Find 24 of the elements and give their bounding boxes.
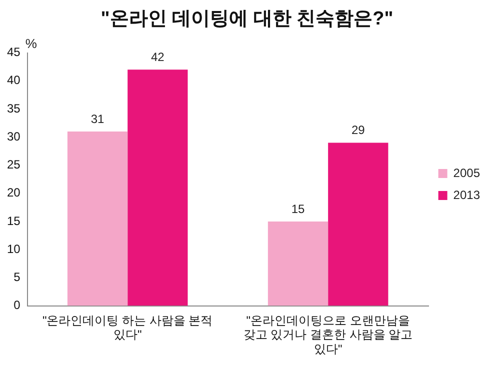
x-tick-label: "온라인데이팅으로 오랜만남을 갖고 있거나 결혼한 사람을 알고 있다" (243, 313, 413, 356)
y-tick-label: 10 (6, 242, 21, 256)
y-tick-label: 45 (6, 45, 21, 60)
bar (268, 221, 328, 306)
y-axis-title: % (25, 36, 38, 51)
y-tick-label: 40 (6, 73, 21, 88)
data-label: 29 (351, 123, 366, 138)
y-tick-label: 35 (6, 101, 21, 116)
y-tick-label: 25 (6, 158, 21, 172)
y-tick-label: 15 (6, 214, 21, 228)
data-label: 42 (150, 50, 165, 64)
x-tick-label: "온라인데이팅 하는 사람을 본적 있다" (42, 313, 213, 342)
legend-label: 2005 (453, 166, 480, 180)
y-tick-label: 20 (6, 186, 21, 200)
y-tick-label: 30 (6, 129, 21, 144)
bar (328, 142, 388, 306)
data-label: 15 (291, 202, 305, 216)
data-label: 31 (90, 112, 105, 126)
chart-title: "온라인 데이팅에 대한 친숙함은?" (100, 8, 394, 30)
y-tick-label: 0 (14, 298, 21, 312)
y-tick-label: 5 (14, 270, 21, 284)
legend-label: 2013 (453, 188, 480, 202)
bar (67, 132, 128, 306)
bar (128, 70, 188, 306)
